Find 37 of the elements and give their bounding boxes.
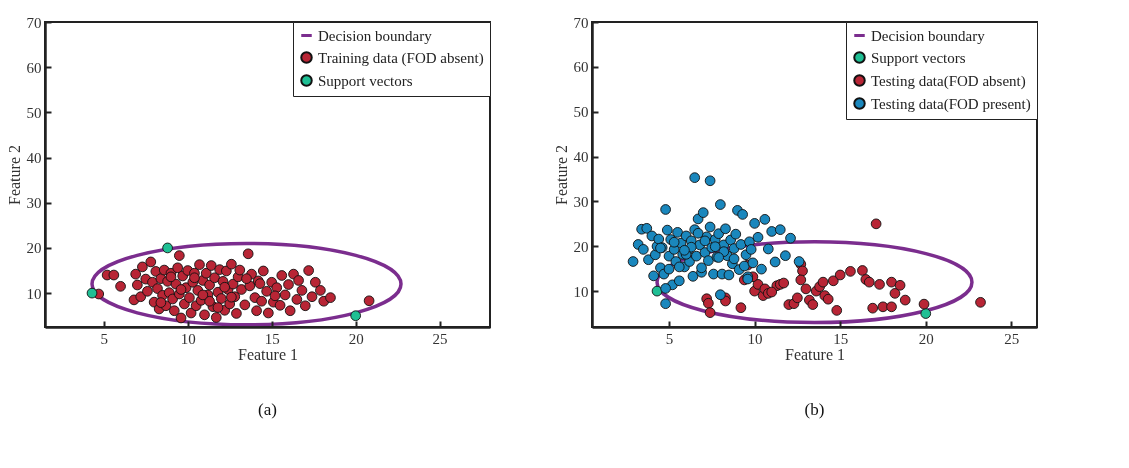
y-axis-title: Feature 2 xyxy=(5,145,23,205)
y-tick-label: 40 xyxy=(26,150,42,167)
x-tick-label: 5 xyxy=(100,330,109,347)
y-tick-label: 70 xyxy=(573,14,589,31)
y-tick-label: 70 xyxy=(26,14,42,31)
text: (a) xyxy=(258,400,277,419)
annotation: Decision boundary xyxy=(871,27,986,44)
x-tick-label: 5 xyxy=(665,330,674,347)
legend-label: Support vectors xyxy=(871,49,966,66)
legend-label: Support vectors xyxy=(318,72,413,89)
x-tick-label: 15 xyxy=(264,330,280,347)
x-tick-label: 25 xyxy=(432,330,448,347)
y-tick-label: 60 xyxy=(26,59,42,76)
text: (b) xyxy=(804,400,825,419)
y-tick-label: 30 xyxy=(573,193,589,210)
y-tick-label: 50 xyxy=(26,104,42,121)
y-tick-label: 20 xyxy=(573,238,589,255)
x-tick-label: 20 xyxy=(348,330,364,347)
legend-label: Testing data(FOD absent) xyxy=(871,72,1026,90)
legend-label: Training data (FOD absent) xyxy=(318,49,484,67)
annotation: Decision boundary xyxy=(318,27,433,44)
x-tick-label: 25 xyxy=(1004,330,1020,347)
y-tick-label: 10 xyxy=(26,285,42,302)
y-tick-label: 50 xyxy=(573,104,589,121)
x-axis-title: Feature 1 xyxy=(238,345,298,363)
y-tick-label: 60 xyxy=(573,59,589,76)
x-tick-label: 10 xyxy=(747,330,763,347)
y-tick-label: 10 xyxy=(573,283,589,300)
y-axis-title: Feature 2 xyxy=(552,145,570,205)
x-tick-label: 20 xyxy=(918,330,934,347)
y-tick-label: 20 xyxy=(26,240,42,257)
y-tick-label: 40 xyxy=(573,149,589,166)
x-tick-label: 10 xyxy=(180,330,196,347)
x-axis-title: Feature 1 xyxy=(785,345,845,363)
x-tick-label: 15 xyxy=(833,330,849,347)
y-tick-label: 30 xyxy=(26,195,42,212)
legend-label: Testing data(FOD present) xyxy=(871,95,1031,113)
